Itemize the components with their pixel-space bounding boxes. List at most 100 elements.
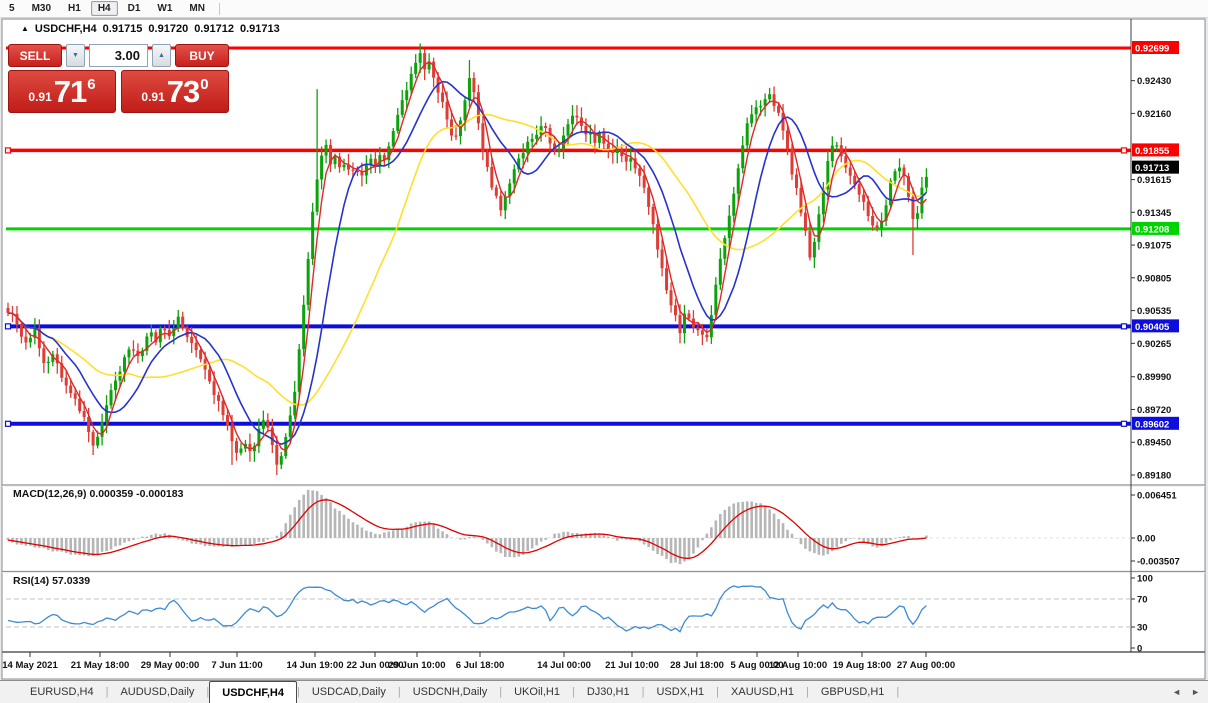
- time-tick-label: 14 Jul 00:00: [537, 660, 591, 671]
- time-tick-label: 19 Aug 18:00: [833, 660, 891, 671]
- line-price-tag: [1132, 416, 1179, 430]
- ask-price-display[interactable]: 0.91 73 0: [121, 70, 229, 113]
- chart-tab-eurusd-h4[interactable]: EURUSD,H4: [30, 686, 94, 698]
- line-price-tag: [1132, 41, 1179, 54]
- ma-medium-blue: [7, 80, 927, 445]
- timeframe-button-w1[interactable]: W1: [157, 3, 173, 14]
- time-tick-label: 14 May 2021: [2, 660, 58, 671]
- svg-text:0.91208: 0.91208: [1135, 224, 1169, 235]
- sell-button[interactable]: SELL: [8, 44, 62, 67]
- volume-increase-button[interactable]: ▲: [152, 44, 171, 67]
- time-axis-labels: 14 May 2021 21 May 18:00 29 May 00:00 7 Jun…: [2, 652, 955, 671]
- time-tick-label: 6 Jul 18:00: [456, 660, 505, 671]
- rsi-layer: [6, 585, 1131, 633]
- ask-price-pip: 0: [200, 76, 209, 93]
- chart-tab-usdcad-daily[interactable]: USDCAD,Daily: [311, 686, 386, 698]
- chart-window-frame: [1, 18, 1206, 680]
- chart-tab-usdchf-h4[interactable]: USDCHF,H4: [209, 681, 297, 703]
- timeframe-button-h1[interactable]: H1: [68, 3, 81, 14]
- time-tick-label: 22 Jun 00:00: [346, 660, 403, 671]
- tab-scroll-nav: ◄ ►: [1172, 681, 1208, 703]
- bid-price-main: 71: [53, 74, 87, 109]
- line-handle[interactable]: [1120, 147, 1128, 154]
- tab-separator: |: [896, 686, 900, 698]
- line-price-tag: [1132, 319, 1179, 333]
- macd-scale-label: -0.003507: [1137, 557, 1180, 568]
- line-handle[interactable]: [4, 147, 12, 154]
- tab-scroll-left-icon[interactable]: ◄: [1172, 687, 1182, 697]
- time-tick-label: 12 Aug 10:00: [769, 660, 827, 671]
- price-axis-labels: 0.92430 0.92160 0.91615 0.91345 0.91075 0.908…: [1131, 41, 1179, 482]
- spinner-down-icon: ▼: [72, 52, 79, 59]
- timeframe-toolbar: 5 M30 H1 H4 D1 W1 MN: [0, 0, 1208, 18]
- moving-averages-layer: [7, 60, 927, 452]
- price-tick-label: 0.89180: [1137, 471, 1171, 482]
- chart-tab-audusd-daily[interactable]: AUDUSD,Daily: [120, 686, 195, 698]
- time-tick-label: 14 Jun 19:00: [286, 660, 343, 671]
- line-handle[interactable]: [1120, 420, 1128, 427]
- tab-separator: |: [499, 686, 503, 698]
- collapse-panel-icon[interactable]: ▲: [21, 23, 29, 33]
- price-tick-label: 0.91345: [1137, 208, 1172, 219]
- time-tick-label: 28 Jul 18:00: [670, 660, 724, 671]
- chart-tab-usdx-h1[interactable]: USDX,H1: [656, 686, 705, 698]
- chart-tab-dj30-h1[interactable]: DJ30,H1: [586, 686, 630, 698]
- time-tick-label: 21 May 18:00: [71, 660, 130, 671]
- time-tick-label: 29 May 00:00: [141, 660, 200, 671]
- rsi-scale-label: 70: [1137, 595, 1148, 606]
- timeframe-button-h4[interactable]: H4: [90, 1, 118, 16]
- buy-button[interactable]: BUY: [175, 44, 229, 67]
- chart-tab-gbpusd-h1[interactable]: GBPUSD,H1: [820, 686, 885, 698]
- tab-scroll-right-icon[interactable]: ►: [1191, 687, 1200, 697]
- price-tick-label: 0.90535: [1137, 306, 1172, 317]
- macd-label: MACD(12,26,9) 0.000359 -0.000183: [13, 488, 184, 500]
- timeframe-button-m30[interactable]: M30: [31, 3, 52, 14]
- svg-text:0.91713: 0.91713: [1135, 163, 1169, 174]
- tab-separator: |: [397, 686, 401, 698]
- line-handle[interactable]: [4, 420, 12, 427]
- volume-decrease-button[interactable]: ▼: [66, 44, 85, 67]
- bid-price-display[interactable]: 0.91 71 6: [8, 70, 116, 113]
- time-tick-label: 21 Jul 10:00: [605, 660, 659, 671]
- chart-tab-ukoil-h1[interactable]: UKOil,H1: [514, 686, 560, 698]
- macd-scale-label: 0.006451: [1137, 491, 1177, 502]
- chart-tab-bar: EURUSD,H4 | AUDUSD,Daily | USDCHF,H4 | USDCAD,…: [0, 680, 1208, 703]
- macd-scale-label: 0.00: [1137, 534, 1156, 545]
- line-handle[interactable]: [4, 323, 12, 330]
- price-tick-label: 0.92430: [1137, 76, 1171, 87]
- rsi-label: RSI(14) 57.0339: [13, 575, 90, 587]
- rsi-scale-label: 30: [1137, 623, 1148, 634]
- timeframe-button-d1[interactable]: D1: [127, 3, 141, 14]
- svg-text:0.90405: 0.90405: [1135, 322, 1170, 333]
- svg-text:0.92699: 0.92699: [1135, 44, 1169, 55]
- timeframe-button-mn[interactable]: MN: [189, 3, 205, 14]
- time-tick-label: 5 Aug 00:00: [731, 660, 784, 671]
- one-click-trading-panel: SELL ▼ 3.00 ▲ BUY 0.91 71 6 0.91 73 0: [8, 44, 229, 113]
- time-tick-label: 29 Jun 10:00: [388, 660, 445, 671]
- line-handle[interactable]: [1120, 323, 1128, 330]
- tab-separator: |: [571, 686, 575, 698]
- symbol-period-label: USDCHF,H4: [34, 23, 97, 35]
- line-price-tag: [1132, 143, 1179, 157]
- chart-title: ▲ USDCHF,H4 0.91715 0.91720 0.91712 0.91…: [21, 23, 280, 35]
- tab-separator: |: [297, 686, 300, 698]
- tab-separator: |: [105, 686, 109, 698]
- price-tick-label: 0.89990: [1137, 372, 1171, 383]
- line-price-tag: [1132, 221, 1179, 235]
- candles-layer: [6, 43, 928, 476]
- svg-text:0.89602: 0.89602: [1135, 419, 1169, 430]
- rsi-scale-label: 0: [1137, 644, 1142, 655]
- svg-text:0.91855: 0.91855: [1135, 146, 1170, 157]
- line-handles: [4, 147, 1128, 427]
- chart-tab-xauusd-h1[interactable]: XAUUSD,H1: [731, 686, 794, 698]
- bid-price-prefix: 0.91: [28, 90, 52, 104]
- price-tick-label: 0.90265: [1137, 339, 1172, 350]
- volume-input[interactable]: 3.00: [89, 44, 148, 67]
- ohlc-low: 0.91712: [194, 23, 234, 35]
- chart-tab-usdcnh-daily[interactable]: USDCNH,Daily: [412, 686, 488, 698]
- bid-price-pip: 6: [87, 76, 96, 93]
- tab-separator: |: [716, 686, 720, 698]
- timeframe-button-5[interactable]: 5: [9, 3, 15, 14]
